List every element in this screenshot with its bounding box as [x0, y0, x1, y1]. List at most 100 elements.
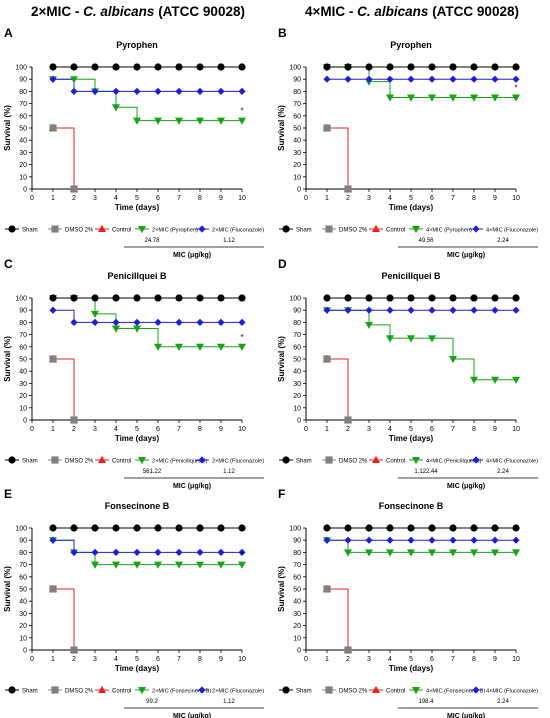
- data-point-circle: [175, 524, 183, 532]
- data-point-circle: [365, 63, 373, 71]
- legend-marker-circle: [282, 456, 290, 464]
- x-tick-label: 1: [51, 426, 55, 433]
- legend-marker-triangle-down: [138, 687, 146, 695]
- data-point-triangle-down: [386, 549, 394, 557]
- y-tick-label: 0: [297, 648, 301, 655]
- y-tick-label: 0: [23, 187, 27, 194]
- data-point-circle: [238, 63, 246, 71]
- x-tick-label: 4: [114, 656, 118, 663]
- x-tick-label: 6: [156, 426, 160, 433]
- y-tick-label: 10: [19, 405, 27, 412]
- data-point-triangle-down: [91, 561, 99, 569]
- x-tick-label: 6: [156, 656, 160, 663]
- y-tick-label: 80: [293, 89, 301, 96]
- x-tick-label: 9: [493, 426, 497, 433]
- data-point-triangle-down: [512, 376, 520, 384]
- mic-axis-label: MIC (μg/kg): [173, 252, 211, 259]
- legend-marker-triangle-up: [98, 224, 106, 232]
- x-tick-label: 6: [430, 426, 434, 433]
- data-point-diamond: [344, 536, 352, 544]
- data-point-diamond: [470, 306, 478, 314]
- x-tick-label: 3: [367, 195, 371, 202]
- data-point-diamond: [491, 75, 499, 83]
- y-tick-label: 80: [293, 550, 301, 557]
- y-tick-label: 40: [293, 138, 301, 145]
- y-axis-label: Survival (%): [277, 336, 286, 382]
- x-tick-label: 7: [451, 656, 455, 663]
- data-point-diamond: [428, 306, 436, 314]
- data-point-diamond: [386, 306, 394, 314]
- x-axis-label: Time (days): [389, 664, 434, 673]
- survival-panel-c: C Penicillquei B 0 10 20 30 40 50 60 70 80 90 100 0 1 2…: [3, 257, 264, 490]
- y-tick-label: 70: [293, 101, 301, 108]
- x-tick-label: 6: [156, 195, 160, 202]
- data-point-circle: [449, 524, 457, 532]
- data-point-diamond: [344, 306, 352, 314]
- data-point-diamond: [154, 87, 162, 95]
- series-line-triangle-down: [53, 78, 242, 122]
- series-line-triangle-up: [53, 127, 75, 189]
- data-point-circle: [217, 294, 225, 302]
- mic-axis-label: MIC (μg/kg): [173, 483, 211, 490]
- data-point-triangle-down: [428, 94, 436, 102]
- data-point-circle: [91, 294, 99, 302]
- data-point-diamond: [70, 548, 78, 556]
- data-point-circle: [344, 294, 352, 302]
- significance-annotation: *: [514, 538, 517, 547]
- column-header-2xmic: 2×MIC - C. albicans (ATCC 90028): [3, 4, 273, 19]
- series-line-triangle-up: [53, 588, 75, 650]
- mic-value: 198.4: [418, 699, 434, 705]
- data-point-circle: [512, 63, 520, 71]
- x-tick-label: 7: [177, 195, 181, 202]
- data-point-diamond: [407, 75, 415, 83]
- mic-value: 2.24: [497, 469, 509, 475]
- legend-label: DMSO 2%: [65, 458, 94, 464]
- y-tick-label: 100: [289, 526, 301, 533]
- legend-marker-circle: [8, 456, 16, 464]
- data-point-circle: [344, 524, 352, 532]
- x-tick-label: 6: [430, 656, 434, 663]
- panel-letter: C: [4, 257, 13, 271]
- y-tick-label: 20: [293, 623, 301, 630]
- panel-title: Fonsecinone B: [379, 501, 444, 511]
- panel-letter: D: [278, 257, 287, 271]
- y-tick-label: 0: [297, 418, 301, 425]
- y-tick-label: 20: [19, 393, 27, 400]
- survival-panel-b: B Pyrophen 0 10 20 30 40 50 60 70 80 90 100 0 1 2 3 4 5 6 7 8…: [277, 26, 538, 259]
- legend-label: Sham: [296, 458, 312, 464]
- series-line-square: [327, 358, 349, 420]
- legend-label: 4×MIC (Pyrophen): [426, 227, 472, 233]
- data-point-circle: [365, 294, 373, 302]
- header-strain: (ATCC 90028): [154, 4, 245, 19]
- y-tick-label: 30: [293, 611, 301, 618]
- x-tick-label: 10: [238, 656, 246, 663]
- series-line-triangle-up: [327, 358, 349, 420]
- y-tick-label: 70: [19, 101, 27, 108]
- data-point-circle: [175, 294, 183, 302]
- y-tick-label: 20: [19, 623, 27, 630]
- x-tick-label: 10: [512, 195, 520, 202]
- data-point-triangle-down: [491, 94, 499, 102]
- data-point-triangle-down: [112, 561, 120, 569]
- data-point-circle: [49, 524, 57, 532]
- y-tick-label: 70: [19, 332, 27, 339]
- x-tick-label: 8: [472, 426, 476, 433]
- legend-label: 4×MIC (Penicillquei B): [426, 458, 482, 464]
- legend-label: 4×MIC (Fluconazole): [486, 227, 538, 233]
- y-tick-label: 30: [293, 381, 301, 388]
- data-point-circle: [112, 524, 120, 532]
- y-tick-label: 10: [293, 174, 301, 181]
- y-tick-label: 100: [289, 65, 301, 72]
- y-tick-label: 100: [15, 65, 27, 72]
- data-point-square: [323, 585, 331, 593]
- x-tick-label: 1: [325, 426, 329, 433]
- data-point-square: [344, 416, 352, 424]
- x-tick-label: 1: [325, 195, 329, 202]
- x-tick-label: 10: [512, 656, 520, 663]
- data-point-square: [49, 355, 57, 363]
- data-point-triangle-down: [449, 549, 457, 557]
- data-point-circle: [217, 524, 225, 532]
- data-point-square: [344, 646, 352, 654]
- data-point-circle: [196, 294, 204, 302]
- y-tick-label: 50: [19, 587, 27, 594]
